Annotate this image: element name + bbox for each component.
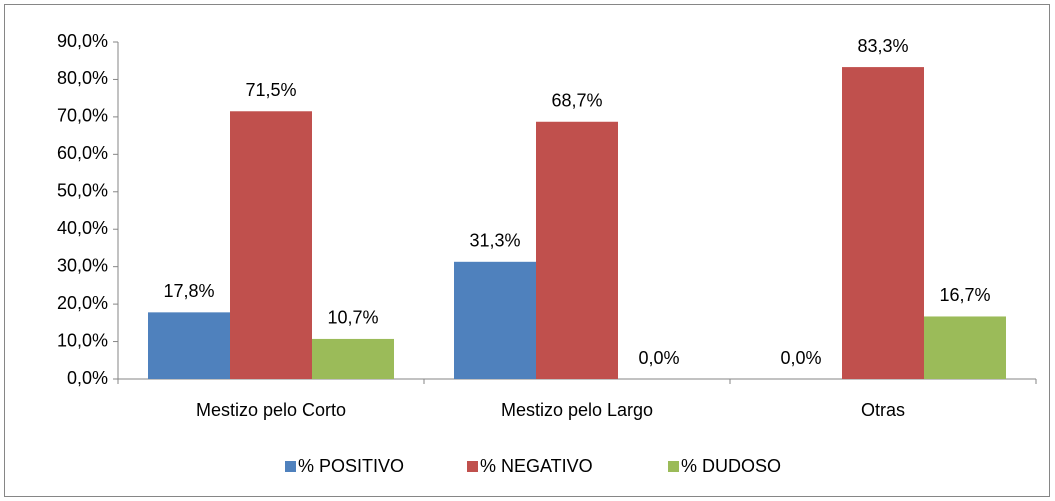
y-tick-label: 70,0% xyxy=(57,106,108,126)
legend-swatch xyxy=(285,461,296,472)
value-label: 0,0% xyxy=(780,348,821,368)
y-tick-label: 20,0% xyxy=(57,293,108,313)
bar xyxy=(312,338,394,379)
value-label: 31,3% xyxy=(469,231,520,251)
x-tick-label: Mestizo pelo Corto xyxy=(196,400,346,420)
bar xyxy=(924,316,1006,379)
y-tick-label: 90,0% xyxy=(57,31,108,51)
value-label: 10,7% xyxy=(327,308,378,328)
legend-label: % POSITIVO xyxy=(298,456,404,476)
legend-label: % NEGATIVO xyxy=(480,456,593,476)
y-tick-label: 10,0% xyxy=(57,330,108,350)
y-tick-label: 50,0% xyxy=(57,181,108,201)
y-tick-label: 60,0% xyxy=(57,143,108,163)
value-label: 83,3% xyxy=(857,36,908,56)
legend-swatch xyxy=(668,461,679,472)
legend-label: % DUDOSO xyxy=(681,456,781,476)
legend-swatch xyxy=(467,461,478,472)
y-tick-label: 0,0% xyxy=(67,368,108,388)
y-tick-label: 40,0% xyxy=(57,218,108,238)
y-tick-label: 80,0% xyxy=(57,68,108,88)
value-label: 68,7% xyxy=(551,91,602,111)
bar xyxy=(842,67,924,380)
value-label: 17,8% xyxy=(163,281,214,301)
value-label: 0,0% xyxy=(638,348,679,368)
bar xyxy=(536,121,618,380)
bar xyxy=(454,261,536,379)
value-label: 16,7% xyxy=(939,285,990,305)
x-tick-label: Otras xyxy=(861,400,905,420)
x-tick-label: Mestizo pelo Largo xyxy=(501,400,653,420)
y-tick-label: 30,0% xyxy=(57,255,108,275)
bar xyxy=(148,312,230,379)
value-label: 71,5% xyxy=(245,80,296,100)
bar xyxy=(230,111,312,380)
